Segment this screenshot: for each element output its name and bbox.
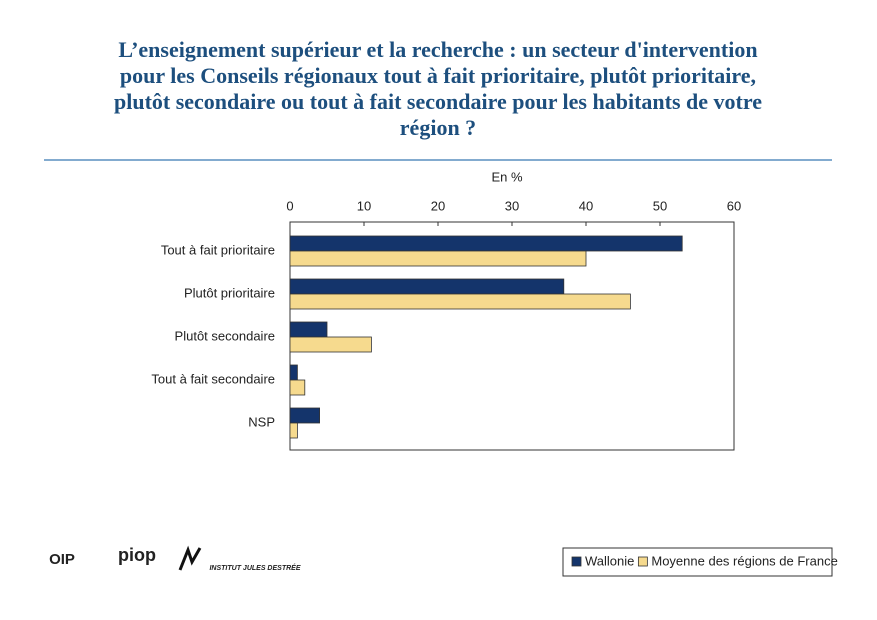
legend-label: Wallonie: [585, 553, 634, 568]
bar: [289, 321, 328, 338]
logo: INSTITUT JULES DESTRÉE: [209, 563, 300, 572]
x-tick-label: 0: [286, 198, 293, 213]
y-tick-label: Plutôt prioritaire: [184, 285, 275, 300]
bar: [289, 336, 372, 353]
y-tick-label: NSP: [248, 414, 275, 429]
y-tick-label: Plutôt secondaire: [175, 328, 275, 343]
bar: [289, 364, 298, 381]
x-tick-label: 20: [431, 198, 445, 213]
bar: [289, 235, 683, 252]
chart-title: L’enseignement supérieur et la recherche…: [118, 37, 757, 62]
chart-title: pour les Conseils régionaux tout à fait …: [120, 63, 756, 88]
x-tick-label: 40: [579, 198, 593, 213]
legend-box: [562, 547, 833, 577]
logo-icon: [178, 545, 202, 571]
x-tick-label: 10: [357, 198, 371, 213]
bar: [289, 379, 306, 396]
bar: [289, 250, 587, 267]
bar: [289, 407, 321, 424]
y-tick-label: Tout à fait prioritaire: [161, 242, 275, 257]
y-tick-label: Tout à fait secondaire: [151, 371, 275, 386]
legend-swatch: [637, 556, 648, 567]
chart-title: région ?: [400, 115, 476, 140]
x-tick-label: 50: [653, 198, 667, 213]
logos: OIP piop INSTITUT JULES DESTRÉE: [49, 545, 301, 572]
x-tick-label: 30: [505, 198, 519, 213]
bar: [289, 278, 565, 295]
logo: OIP: [49, 551, 75, 568]
bar: [289, 293, 631, 310]
chart-title: plutôt secondaire ou tout à fait seconda…: [114, 89, 762, 114]
bar: [289, 422, 298, 439]
axis-label: En %: [491, 169, 523, 184]
legend-label: Moyenne des régions de France: [651, 553, 837, 568]
legend-swatch: [571, 556, 582, 567]
x-tick-label: 60: [727, 198, 741, 213]
logo: piop: [118, 545, 156, 565]
